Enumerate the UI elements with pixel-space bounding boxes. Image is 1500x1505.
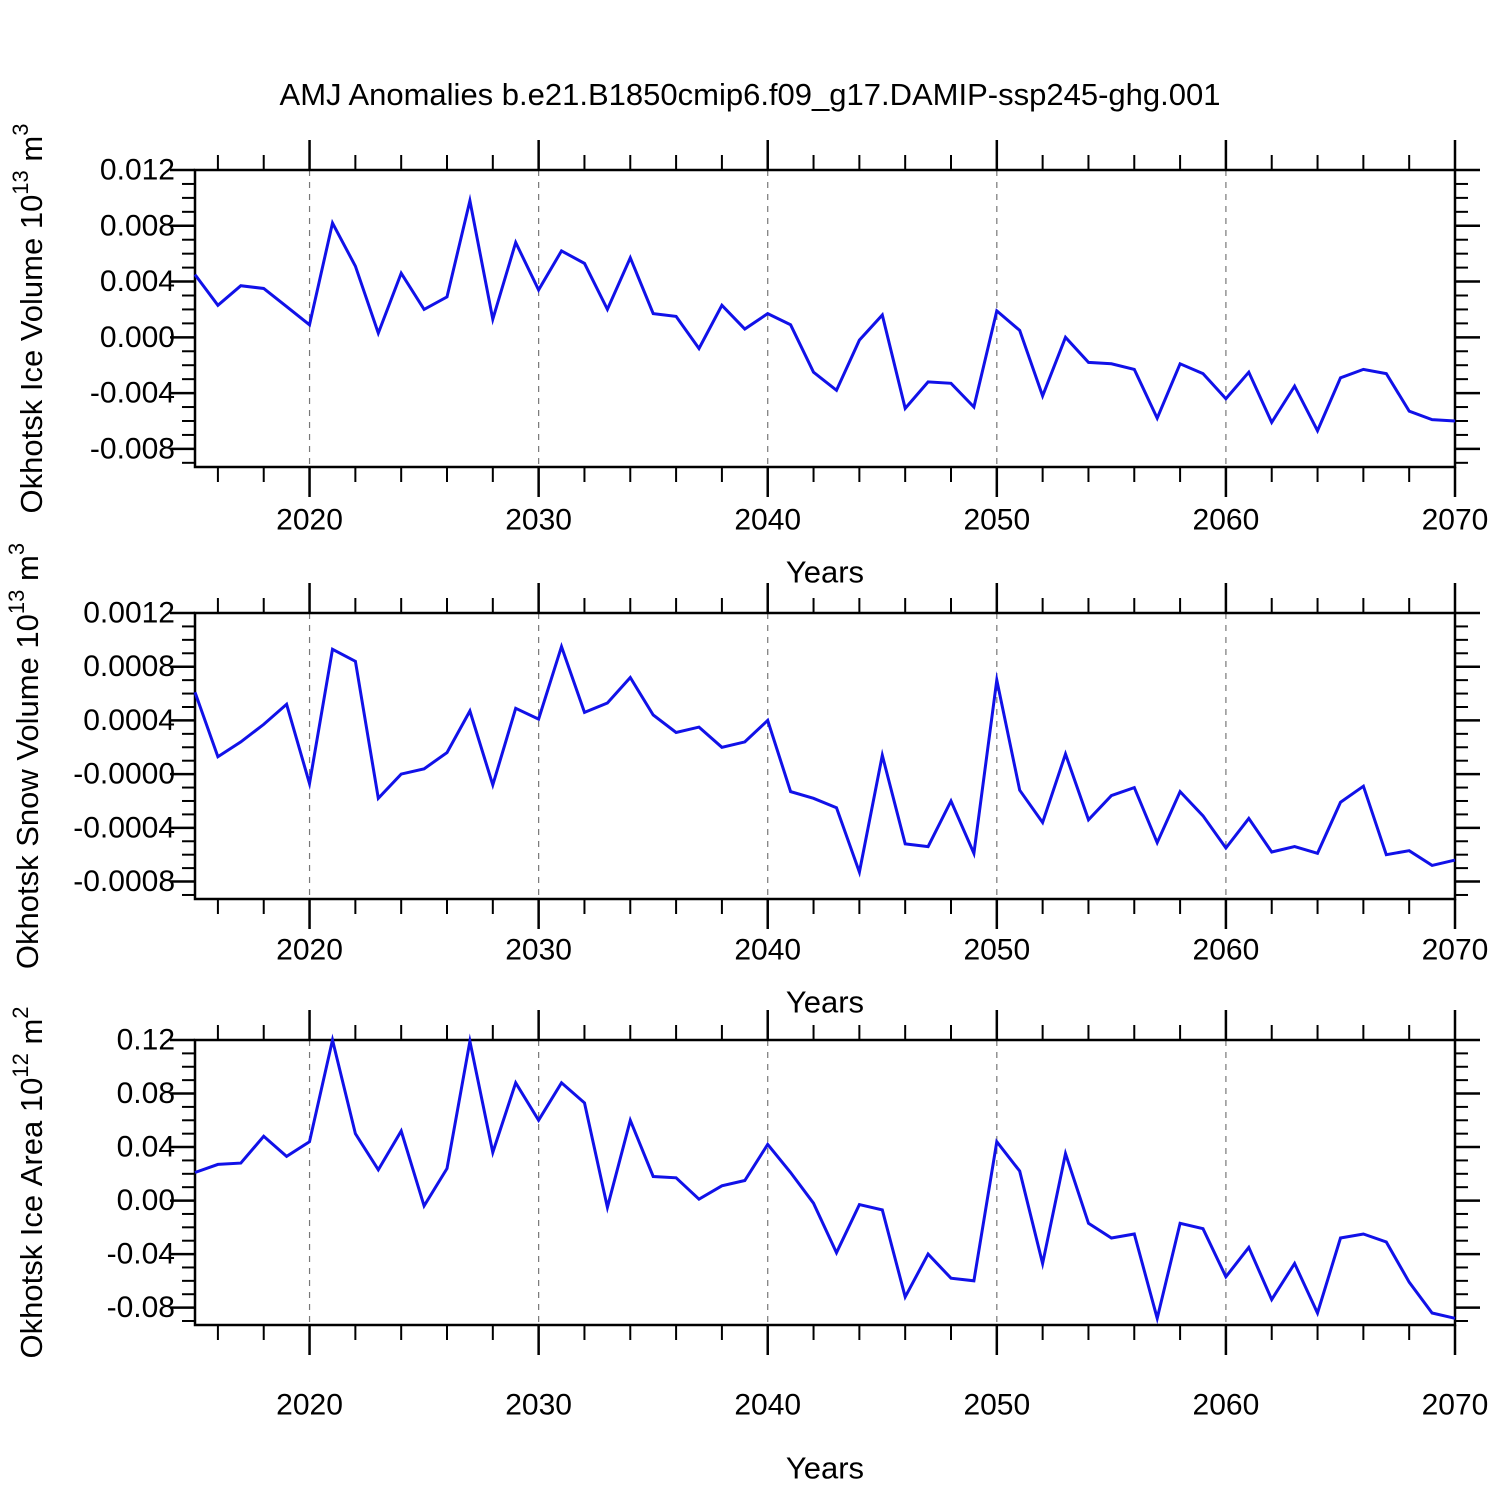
x-tick-label: 2040 xyxy=(734,1389,801,1422)
plot-box xyxy=(193,1038,1457,1327)
data-line-panel-2 xyxy=(193,641,1456,878)
x-tick-label: 2060 xyxy=(1193,934,1260,967)
plot-box xyxy=(193,611,1457,901)
y-tick-label: 0.000 xyxy=(100,321,175,354)
y-tick-label: -0.0008 xyxy=(73,865,175,898)
data-line-panel-1 xyxy=(193,193,1456,435)
data-line-panel-3 xyxy=(194,1033,1456,1325)
y-tick-label: -0.0000 xyxy=(73,758,175,791)
x-tick-label: 2020 xyxy=(276,1389,343,1422)
x-axis-title: Years xyxy=(786,1451,864,1486)
chart-title: AMJ Anomalies b.e21.B1850cmip6.f09_g17.D… xyxy=(280,77,1221,112)
y-tick-label: 0.04 xyxy=(117,1131,175,1164)
y-axis-title: Okhotsk Ice Volume 1013 m3 xyxy=(8,124,49,514)
x-tick-label: 2070 xyxy=(1422,504,1489,537)
y-tick-label: -0.004 xyxy=(90,377,175,410)
y-tick-label: -0.008 xyxy=(90,432,175,465)
x-tick-label: 2050 xyxy=(963,934,1030,967)
y-axis-title: Okhotsk Snow Volume 1013 m3 xyxy=(4,543,45,969)
x-tick-label: 2030 xyxy=(505,504,572,537)
plot-box xyxy=(193,168,1457,469)
y-tick-label: 0.08 xyxy=(117,1077,175,1110)
y-tick-label: -0.0004 xyxy=(73,811,175,844)
x-tick-label: 2060 xyxy=(1193,504,1260,537)
y-tick-label: 0.0008 xyxy=(83,650,175,683)
x-tick-label: 2050 xyxy=(963,1389,1030,1422)
x-tick-label: 2040 xyxy=(734,504,801,537)
x-tick-label: 2060 xyxy=(1193,1389,1260,1422)
y-tick-label: -0.08 xyxy=(107,1291,175,1324)
x-axis-title: Years xyxy=(786,555,864,590)
x-tick-label: 2050 xyxy=(963,504,1030,537)
y-tick-label: 0.12 xyxy=(117,1024,175,1057)
y-tick-label: 0.004 xyxy=(100,265,175,298)
x-tick-label: 2020 xyxy=(276,934,343,967)
y-tick-label: 0.0012 xyxy=(83,597,175,630)
y-tick-label: 0.0004 xyxy=(83,704,175,737)
x-axis-title: Years xyxy=(786,985,864,1020)
x-tick-label: 2020 xyxy=(276,504,343,537)
x-tick-label: 2030 xyxy=(505,1389,572,1422)
x-tick-label: 2030 xyxy=(505,934,572,967)
y-tick-label: 0.008 xyxy=(100,209,175,242)
y-tick-label: 0.012 xyxy=(100,154,175,187)
x-tick-label: 2070 xyxy=(1422,1389,1489,1422)
x-tick-label: 2070 xyxy=(1422,934,1489,967)
y-tick-label: 0.00 xyxy=(117,1184,175,1217)
x-tick-label: 2040 xyxy=(734,934,801,967)
y-tick-label: -0.04 xyxy=(107,1238,175,1271)
y-axis-title: Okhotsk Ice Area 1012 m2 xyxy=(8,1006,49,1358)
